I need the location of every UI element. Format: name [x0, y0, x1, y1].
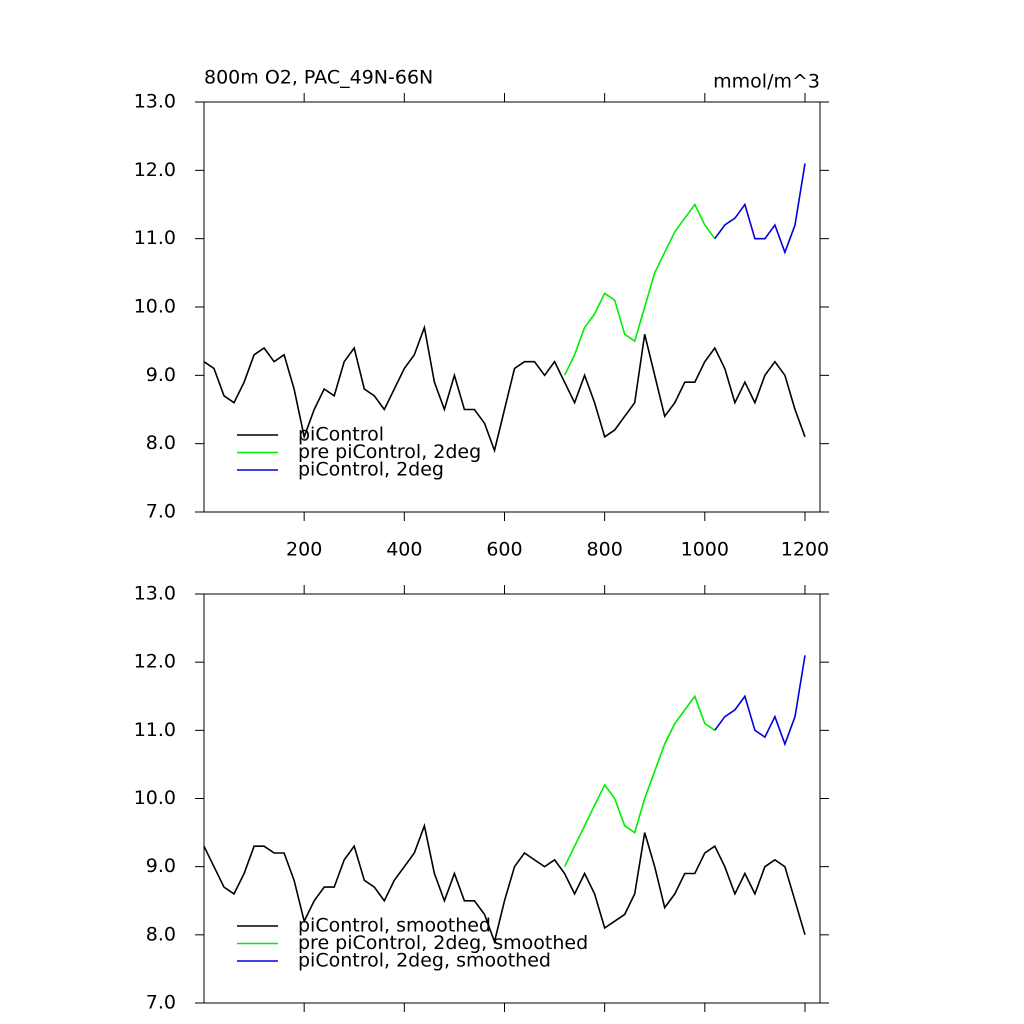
plot-frame	[203, 101, 821, 513]
y-tick-label: 13.0	[134, 91, 176, 113]
data-line	[203, 324, 806, 454]
x-tick-label: 400	[386, 539, 422, 561]
data-line	[203, 822, 806, 945]
data-line	[563, 694, 716, 868]
data-line	[563, 202, 716, 376]
legend-label: piControl, 2deg	[298, 459, 444, 481]
legend-label: piControl	[298, 424, 384, 446]
x-tick-label: 200	[286, 539, 322, 561]
chart-title: 800m O2, PAC_49N-66N	[204, 67, 433, 89]
y-tick-label: 12.0	[134, 651, 176, 673]
units-label: mmol/m^3	[713, 71, 820, 93]
y-tick-label: 11.0	[134, 227, 176, 249]
y-tick-label: 7.0	[146, 992, 176, 1014]
x-tick-label: 1000	[681, 539, 729, 561]
legend-label: piControl, smoothed	[298, 915, 491, 937]
y-tick-label: 9.0	[146, 855, 176, 877]
data-line	[714, 163, 806, 255]
y-tick-label: 12.0	[134, 159, 176, 181]
x-tick-label: 600	[486, 539, 522, 561]
y-tick-label: 13.0	[134, 583, 176, 605]
y-tick-label: 7.0	[146, 501, 176, 523]
y-tick-label: 9.0	[146, 364, 176, 386]
legend-label: pre piControl, 2deg, smoothed	[298, 932, 588, 954]
x-tick-label: 1200	[781, 539, 829, 561]
y-tick-label: 10.0	[134, 787, 176, 809]
legend-label: pre piControl, 2deg	[298, 441, 481, 463]
legend-label: piControl, 2deg, smoothed	[298, 950, 551, 972]
y-tick-label: 8.0	[146, 432, 176, 454]
y-tick-label: 11.0	[134, 719, 176, 741]
y-tick-label: 10.0	[134, 296, 176, 318]
y-tick-label: 8.0	[146, 923, 176, 945]
data-line	[714, 655, 806, 747]
x-tick-label: 800	[587, 539, 623, 561]
